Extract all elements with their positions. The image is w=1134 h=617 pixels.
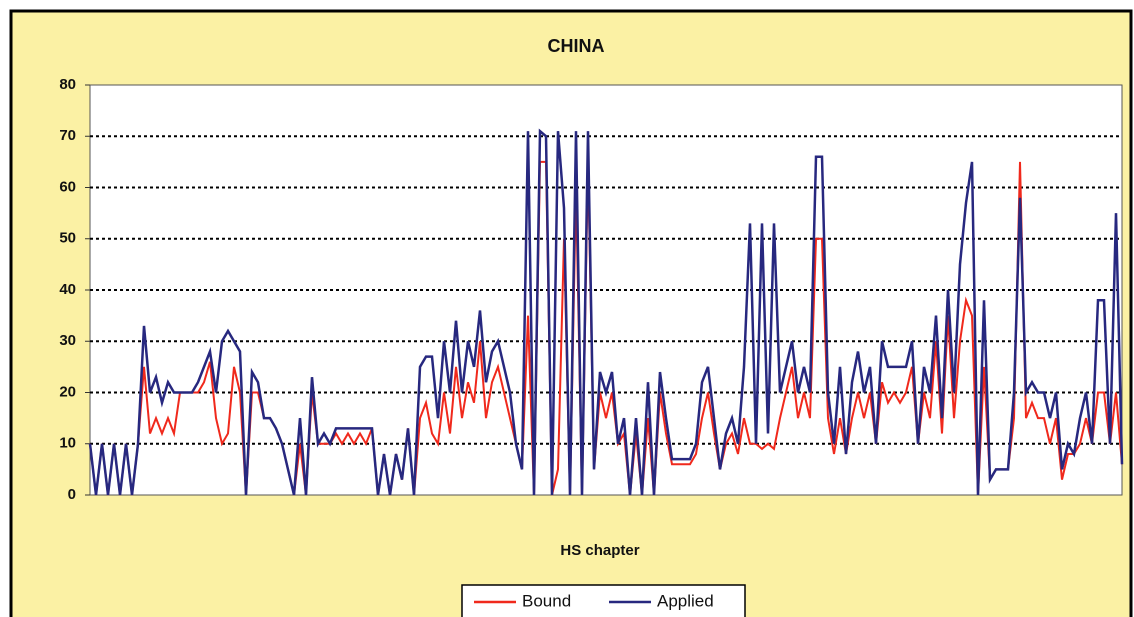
chart-title: CHINA [548, 36, 605, 56]
y-tick-label: 20 [59, 383, 76, 400]
legend-label: Bound [522, 591, 571, 610]
y-tick-label: 10 [59, 435, 76, 452]
y-tick-label: 50 [59, 230, 76, 247]
series-line [88, 128, 1124, 496]
y-tick-label: 80 [59, 76, 76, 93]
legend-label: Applied [657, 591, 714, 610]
y-tick-label: 30 [59, 332, 76, 349]
y-tick-label: 60 [59, 178, 76, 195]
y-tick-label: 40 [59, 281, 76, 298]
y-tick-label: 70 [59, 127, 76, 144]
y-tick-label: 0 [68, 486, 76, 503]
x-axis-label: HS chapter [560, 542, 639, 559]
